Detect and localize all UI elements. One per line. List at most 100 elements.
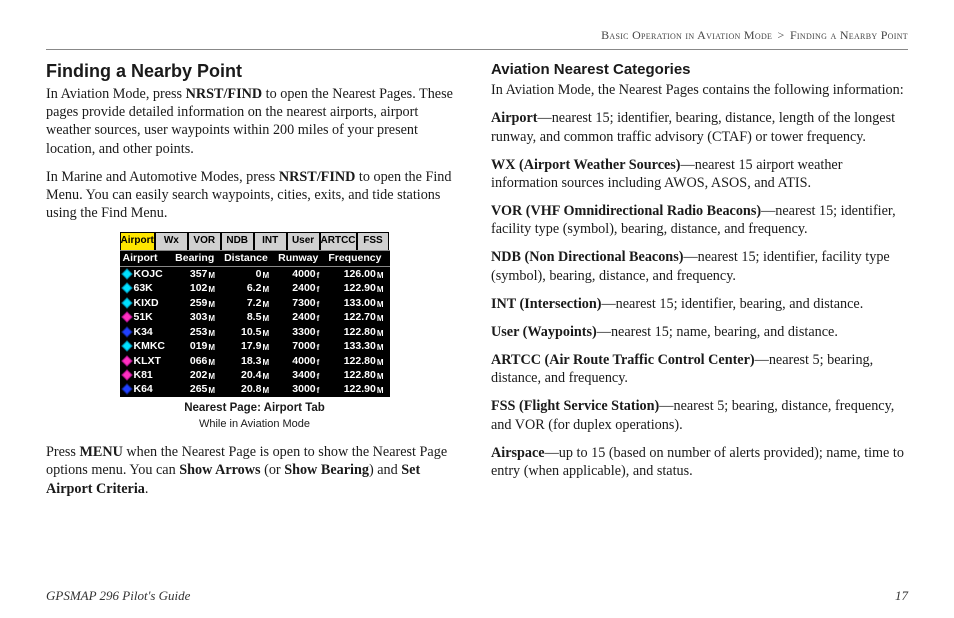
screenshot-caption: Nearest Page: Airport Tab — [46, 401, 463, 416]
gps-row: K81202M20.4M3400f122.80M — [120, 369, 390, 383]
gps-table: AirportBearingDistanceRunwayFrequency KO… — [120, 250, 390, 397]
category-term: NDB (Non Directional Beacons) — [491, 249, 683, 265]
para-2: In Marine and Automotive Modes, press NR… — [46, 168, 463, 223]
gps-col-header: Runway — [275, 251, 325, 267]
breadcrumb-sub: Finding a Nearby Point — [790, 28, 908, 42]
gps-cell-runway: 2400f — [275, 282, 325, 296]
key-nrst-find: NRST/FIND — [186, 86, 262, 102]
para-3: Press MENU when the Nearest Page is open… — [46, 443, 463, 498]
gps-cell-runway: 2400f — [275, 311, 325, 325]
gps-row: KIXD259M7.2M7300f133.00M — [120, 296, 390, 310]
category-item: Airport—nearest 15; identifier, bearing,… — [491, 109, 908, 145]
gps-cell-distance: 7.2M — [221, 296, 275, 310]
page-footer: GPSMAP 296 Pilot's Guide 17 — [46, 588, 908, 604]
gps-tab: Airport — [120, 232, 155, 250]
gps-cell-bearing: 102M — [172, 282, 221, 296]
category-item: User (Waypoints)—nearest 15; name, beari… — [491, 323, 908, 341]
category-desc: —nearest 15; name, bearing, and distance… — [597, 324, 838, 340]
gps-cell-runway: 4000f — [275, 354, 325, 368]
gps-cell-id: KMKC — [120, 340, 173, 354]
gps-cell-freq: 126.00M — [325, 267, 389, 282]
gps-cell-distance: 10.5M — [221, 325, 275, 339]
gps-cell-distance: 8.5M — [221, 311, 275, 325]
gps-tab: NDB — [221, 232, 254, 250]
diamond-icon — [121, 283, 132, 294]
gps-tab: Wx — [155, 232, 188, 250]
gps-cell-runway: 3000f — [275, 383, 325, 397]
gps-cell-distance: 0M — [221, 267, 275, 282]
gps-cell-distance: 17.9M — [221, 340, 275, 354]
category-term: VOR (VHF Omnidirectional Radio Beacons) — [491, 203, 761, 219]
gps-cell-id: KOJC — [120, 267, 173, 282]
gps-col-header: Distance — [221, 251, 275, 267]
gps-row: KLXT066M18.3M4000f122.80M — [120, 354, 390, 368]
category-list: Airport—nearest 15; identifier, bearing,… — [491, 109, 908, 480]
diamond-icon — [121, 312, 132, 323]
category-desc: —nearest 15; identifier, bearing, distan… — [491, 110, 895, 144]
gps-col-header: Airport — [120, 251, 173, 267]
right-intro: In Aviation Mode, the Nearest Pages cont… — [491, 81, 908, 99]
gps-cell-id: K64 — [120, 383, 173, 397]
gps-cell-id: KLXT — [120, 354, 173, 368]
gps-cell-bearing: 019M — [172, 340, 221, 354]
gps-cell-bearing: 303M — [172, 311, 221, 325]
diamond-icon — [121, 297, 132, 308]
footer-guide: GPSMAP 296 Pilot's Guide — [46, 588, 190, 604]
gps-cell-runway: 3400f — [275, 369, 325, 383]
gps-cell-freq: 122.80M — [325, 354, 389, 368]
gps-cell-freq: 122.80M — [325, 369, 389, 383]
diamond-icon — [121, 326, 132, 337]
gps-table-body: KOJC357M0M4000f126.00M63K102M6.2M2400f12… — [120, 267, 390, 397]
category-item: Airspace—up to 15 (based on number of al… — [491, 444, 908, 480]
diamond-icon — [121, 369, 132, 380]
gps-tab: VOR — [188, 232, 221, 250]
category-item: FSS (Flight Service Station)—nearest 5; … — [491, 397, 908, 433]
breadcrumb: Basic Operation in Aviation Mode > Findi… — [46, 28, 908, 43]
gps-cell-distance: 18.3M — [221, 354, 275, 368]
gps-cell-freq: 122.90M — [325, 282, 389, 296]
gps-row: K64265M20.8M3000f122.90M — [120, 383, 390, 397]
header-rule — [46, 49, 908, 50]
gps-cell-freq: 133.30M — [325, 340, 389, 354]
key-menu: MENU — [80, 444, 123, 460]
category-item: WX (Airport Weather Sources)—nearest 15 … — [491, 156, 908, 192]
footer-page: 17 — [895, 588, 908, 604]
gps-row: KMKC019M17.9M7000f133.30M — [120, 340, 390, 354]
diamond-icon — [121, 340, 132, 351]
gps-cell-runway: 7300f — [275, 296, 325, 310]
gps-row: K34253M10.5M3300f122.80M — [120, 325, 390, 339]
gps-cell-id: KIXD — [120, 296, 173, 310]
gps-cell-id: K81 — [120, 369, 173, 383]
gps-tabs: AirportWxVORNDBINTUserARTCCFSS — [120, 232, 390, 250]
gps-tab: FSS — [357, 232, 390, 250]
gps-cell-freq: 122.90M — [325, 383, 389, 397]
category-term: User (Waypoints) — [491, 324, 597, 340]
gps-cell-runway: 7000f — [275, 340, 325, 354]
gps-cell-id: K34 — [120, 325, 173, 339]
category-term: INT (Intersection) — [491, 296, 601, 312]
category-term: Airspace — [491, 445, 545, 461]
category-item: INT (Intersection)—nearest 15; identifie… — [491, 295, 908, 313]
gps-cell-freq: 122.70M — [325, 311, 389, 325]
gps-cell-runway: 4000f — [275, 267, 325, 282]
gps-tab: INT — [254, 232, 287, 250]
opt-show-bearing: Show Bearing — [284, 462, 369, 478]
screenshot-subcaption: While in Aviation Mode — [46, 417, 463, 431]
gps-cell-distance: 20.8M — [221, 383, 275, 397]
category-term: Airport — [491, 110, 538, 126]
gps-cell-distance: 20.4M — [221, 369, 275, 383]
gps-cell-runway: 3300f — [275, 325, 325, 339]
gps-cell-bearing: 253M — [172, 325, 221, 339]
gps-cell-id: 63K — [120, 282, 173, 296]
breadcrumb-section: Basic Operation in Aviation Mode — [601, 28, 772, 42]
category-desc: —nearest 15; identifier, bearing, and di… — [601, 296, 863, 312]
category-desc: —up to 15 (based on number of alerts pro… — [491, 445, 904, 479]
section-heading: Finding a Nearby Point — [46, 60, 463, 83]
gps-cell-bearing: 357M — [172, 267, 221, 282]
gps-cell-freq: 122.80M — [325, 325, 389, 339]
gps-cell-distance: 6.2M — [221, 282, 275, 296]
gps-cell-bearing: 265M — [172, 383, 221, 397]
diamond-icon — [121, 268, 132, 279]
gps-cell-freq: 133.00M — [325, 296, 389, 310]
opt-show-arrows: Show Arrows — [179, 462, 260, 478]
